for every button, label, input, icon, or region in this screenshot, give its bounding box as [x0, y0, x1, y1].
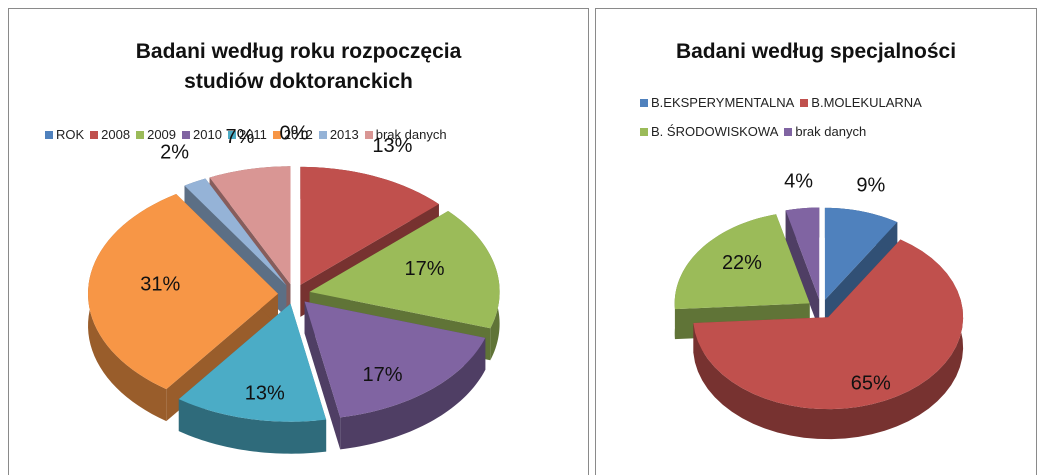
legend-swatch — [45, 130, 53, 139]
data-label: 2% — [160, 141, 189, 163]
slice — [785, 207, 820, 300]
slice — [184, 178, 287, 286]
chart-panel: Badani według roku rozpoczęcia studiów d… — [8, 8, 589, 475]
pie-chart: 0% 13% 17% 17% 13% 31% 2% 7% — [88, 122, 500, 454]
legend-item: 2012 — [272, 127, 313, 142]
legend-label: ROK — [56, 127, 85, 142]
legend-swatch — [364, 130, 373, 139]
slice — [674, 214, 810, 310]
legend-label: brak danych — [375, 127, 447, 142]
legend-label: 2010 — [193, 127, 222, 142]
slice — [304, 301, 486, 418]
legend: B.EKSPERYMENTALNA B.MOLEKULARNA B. ŚRODOWI… — [640, 95, 980, 139]
data-label: 17% — [362, 364, 402, 386]
slice — [824, 207, 898, 300]
pie-chart: 9% 65% 22% 4% — [674, 170, 964, 440]
legend-label: 2012 — [283, 127, 313, 142]
legend-label: brak danych — [795, 124, 867, 139]
chart-title: Badani według roku rozpoczęcia studiów d… — [135, 40, 462, 93]
legend-swatch — [800, 98, 809, 107]
data-label: 17% — [405, 258, 445, 280]
legend-swatch — [182, 130, 191, 139]
legend-item: 2009 — [136, 127, 176, 142]
slice-rim — [340, 337, 486, 450]
data-label: 9% — [856, 174, 885, 196]
legend-label: 2009 — [147, 127, 177, 142]
legend-item: B. ŚRODOWISKOWA — [640, 124, 778, 139]
slice — [209, 166, 291, 285]
legend-swatch — [640, 98, 648, 107]
slice — [309, 211, 500, 329]
legend-item: B.EKSPERYMENTALNA — [640, 95, 794, 110]
data-label: 13% — [245, 383, 285, 405]
legend-swatch — [227, 130, 236, 139]
data-label: 4% — [784, 170, 813, 192]
data-label: 7% — [225, 126, 254, 148]
slice-edge — [304, 301, 341, 450]
slice — [88, 194, 279, 390]
legend-item: 2013 — [318, 127, 359, 142]
data-label: 31% — [140, 274, 180, 296]
legend-item: 2010 — [182, 127, 222, 142]
legend-swatch — [318, 130, 327, 139]
data-label: 22% — [722, 252, 762, 274]
legend-item: brak danych — [784, 124, 866, 139]
legend-label: B.EKSPERYMENTALNA — [651, 95, 795, 110]
legend-swatch — [272, 130, 281, 139]
legend-label: B. ŚRODOWISKOWA — [651, 124, 779, 139]
chart-panel: Badani według specjalności B.EKSPERYMENT… — [595, 8, 1037, 475]
data-label: 13% — [372, 135, 412, 157]
legend-item: brak danych — [364, 127, 447, 142]
legend-item: 2008 — [90, 127, 130, 142]
chart-title: Badani według specjalności — [675, 40, 957, 63]
data-label: 65% — [851, 373, 891, 395]
slice — [693, 239, 964, 410]
data-label: 0% — [280, 122, 309, 144]
slice — [300, 166, 439, 285]
legend-label: 2011 — [238, 127, 267, 142]
legend-item: B.MOLEKULARNA — [800, 95, 922, 110]
legend: ROK 2008 2009 2010 2011 2012 2013 brak danych — [45, 127, 585, 142]
legend-label: 2013 — [329, 127, 359, 142]
legend-swatch — [640, 127, 648, 136]
legend-swatch — [136, 130, 145, 139]
legend-swatch — [90, 130, 99, 139]
legend-label: 2008 — [101, 127, 131, 142]
slice — [178, 303, 327, 422]
legend-swatch — [784, 127, 793, 136]
slice-rim — [178, 399, 327, 454]
slice-edge — [785, 210, 820, 330]
legend-label: B.MOLEKULARNA — [811, 95, 922, 110]
legend-item: 2011 — [227, 127, 267, 142]
legend-item: ROK — [45, 127, 84, 142]
